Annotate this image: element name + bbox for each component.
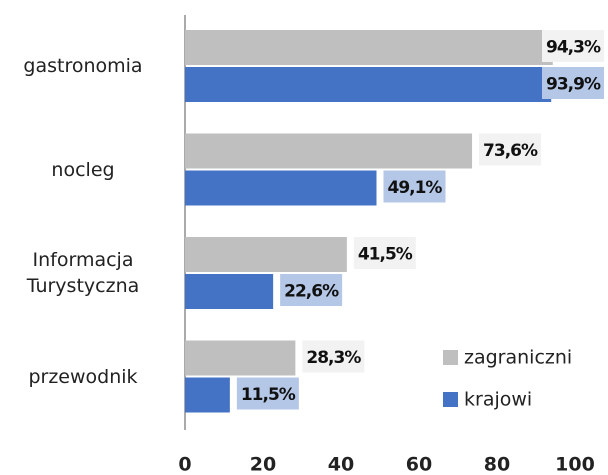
value-label: 22,6% [284,282,339,302]
value-label-bg [353,237,416,269]
bar [185,30,553,65]
value-label-bg [479,133,542,166]
value-label-bg [383,170,446,203]
value-label: 11,5% [241,385,296,405]
legend-swatch [443,350,458,365]
value-label-bg [302,340,365,373]
x-tick-label: 100 [555,454,595,475]
bar [185,274,274,309]
value-label-bg [280,274,343,306]
bar [185,133,473,169]
value-label: 73,6% [483,141,538,161]
x-tick-label: 0 [178,454,191,475]
value-label-bg [236,377,299,410]
x-tick-label: 40 [328,454,354,475]
value-label: 94,3% [546,38,601,58]
bar [185,237,347,272]
x-tick-label: 60 [406,454,432,475]
bar [185,377,230,413]
value-label: 49,1% [387,178,442,198]
category-label: przewodnik [28,365,138,388]
value-label: 28,3% [306,348,361,368]
value-label-bg [542,30,604,62]
bar [185,170,377,206]
bar [185,340,296,376]
legend-label: krajowi [464,389,532,411]
value-label: 93,9% [546,75,601,95]
x-tick-label: 20 [250,454,276,475]
bar [185,67,552,102]
value-label: 41,5% [358,245,413,265]
x-tick-label: 80 [484,454,510,475]
legend-swatch [443,392,458,407]
legend-label: zagraniczni [464,347,572,369]
value-label-bg [542,67,604,99]
category-label: Informacja Turystyczna [26,249,140,297]
category-label: gastronomia [23,55,143,77]
category-label: nocleg [51,158,115,181]
